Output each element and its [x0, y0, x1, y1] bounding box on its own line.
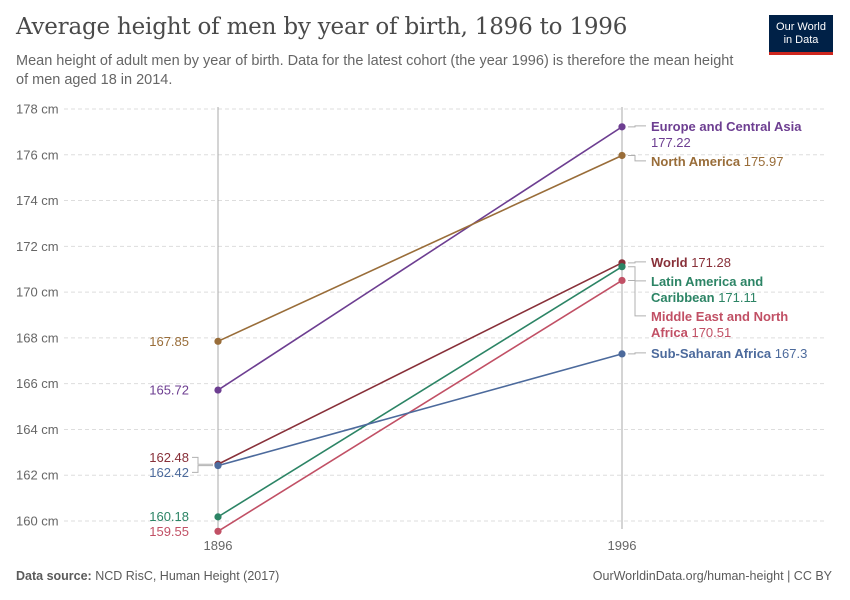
series-start-point	[214, 337, 222, 345]
start-value-label: 162.48	[149, 450, 189, 465]
series-end-label: North America 175.97	[651, 154, 783, 169]
series-end-value: 167.3	[771, 346, 807, 361]
series-line	[217, 279, 623, 532]
series-end-label: Middle East and North Africa 170.51	[651, 309, 788, 340]
data-source-label: Data source:	[16, 569, 92, 583]
series-end-label: Latin America and Caribbean 171.11	[651, 274, 763, 305]
series-end-value: 171.11	[715, 290, 757, 305]
url-license[interactable]: OurWorldinData.org/human-height | CC BY	[592, 569, 832, 583]
start-value-label: 165.72	[149, 383, 189, 398]
end-label-connector	[628, 261, 646, 264]
series-start-point	[214, 527, 222, 535]
series-name: Caribbean	[651, 290, 715, 305]
logo-line-1: Our World	[776, 20, 826, 33]
y-tick-label: 168 cm	[16, 330, 59, 345]
series-line	[217, 126, 623, 391]
series-line	[217, 154, 623, 343]
start-value-label: 160.18	[149, 509, 189, 524]
series-name: Sub-Saharan Africa	[651, 346, 772, 361]
series-end-label: Sub-Saharan Africa 167.3	[651, 346, 807, 361]
end-label-connector	[628, 279, 646, 317]
series-name: Middle East and North	[651, 309, 788, 324]
end-label-connector	[628, 352, 646, 355]
y-tick-label: 170 cm	[16, 285, 59, 300]
series-end-value: 171.28	[688, 255, 731, 270]
start-value-label: 162.42	[149, 465, 189, 480]
series-end-point	[618, 350, 626, 358]
series-end-point	[618, 151, 626, 160]
y-tick-label: 174 cm	[16, 193, 59, 208]
y-tick-label: 178 cm	[16, 102, 59, 117]
end-label-connector	[628, 266, 646, 282]
y-tick-label: 162 cm	[16, 468, 59, 483]
logo-line-2: in Data	[783, 33, 819, 46]
series-name: World	[651, 255, 688, 270]
start-label-connector	[192, 465, 213, 473]
series-end-value: 170.51	[688, 325, 731, 340]
series-name: Latin America and	[651, 274, 763, 289]
y-tick-label: 172 cm	[16, 239, 59, 254]
series-name: Europe and Central Asia	[651, 119, 802, 134]
series-end-point	[618, 263, 626, 271]
series-line	[217, 266, 623, 518]
end-label-connector	[628, 125, 646, 128]
y-tick-label: 176 cm	[16, 147, 59, 162]
y-tick-label: 164 cm	[16, 422, 59, 437]
series-line	[217, 353, 623, 467]
series-name: Africa	[651, 325, 689, 340]
slope-chart: 160 cm 162 cm 164 cm 166 cm 168 cm 170 cm 172 …	[16, 102, 826, 553]
start-value-label: 159.55	[149, 524, 189, 539]
x-tick-label: 1996	[608, 538, 637, 553]
series-end-value: 177.22	[651, 135, 691, 150]
series-line	[217, 262, 623, 465]
series-start-point	[214, 386, 222, 394]
end-label-connector	[628, 154, 646, 162]
series-end-label: Europe and Central Asia 177.22	[651, 119, 802, 150]
series-end-point	[618, 276, 626, 285]
y-tick-label: 166 cm	[16, 376, 59, 391]
data-source: Data source: NCD RisC, Human Height (201…	[16, 569, 279, 583]
start-value-label: 167.85	[149, 334, 189, 349]
series-end-point	[618, 123, 626, 131]
owid-logo[interactable]: Our World in Data	[769, 15, 833, 55]
start-label-connector	[192, 456, 213, 465]
y-tick-label: 160 cm	[16, 514, 59, 529]
series-name: North America	[651, 154, 741, 169]
series-start-point	[214, 462, 222, 470]
series-end-label: World 171.28	[651, 255, 731, 270]
chart-subtitle: Mean height of adult men by year of birt…	[16, 53, 734, 88]
x-tick-label: 1896	[204, 538, 233, 553]
chart-title: Average height of men by year of birth, …	[16, 14, 628, 40]
series-end-value: 175.97	[740, 154, 783, 169]
series-start-point	[214, 513, 222, 521]
data-source-text[interactable]: NCD RisC, Human Height (2017)	[95, 569, 280, 583]
